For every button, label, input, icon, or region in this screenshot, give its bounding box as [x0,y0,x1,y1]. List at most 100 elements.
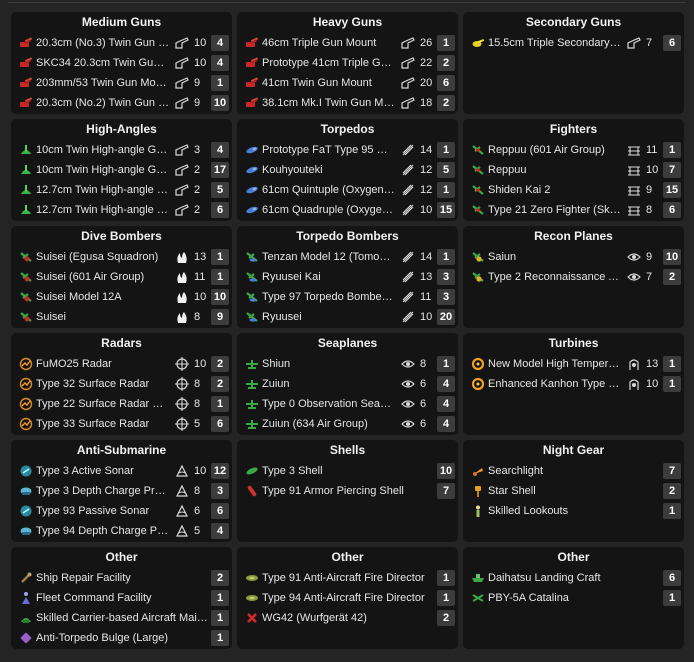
equipment-row[interactable]: 46cm Triple Gun Mount 26 1 [245,33,455,53]
equipment-row[interactable]: 61cm Quadruple (Oxygen) Torpedo Mount 10 1… [245,200,455,220]
equipment-row[interactable]: Star Shell 2 [471,481,681,501]
equipment-row[interactable]: Zuiun (634 Air Group) 6 4 [245,414,455,434]
count-badge: 7 [663,463,681,479]
torpedo-icon [245,203,259,217]
equipment-row[interactable]: 61cm Quintuple (Oxygen) Torpedo Mount 12 1 [245,180,455,200]
equipment-row[interactable]: Type 94 Anti-Aircraft Fire Director 1 [245,588,455,608]
equipment-row[interactable]: Reppuu 10 7 [471,160,681,180]
equipment-row[interactable]: Type 0 Observation Seaplane 6 4 [245,394,455,414]
dive-bomber-icon [19,270,33,284]
equipment-row[interactable]: Suisei (601 Air Group) 11 1 [19,267,229,287]
equipment-row[interactable]: Suisei 8 9 [19,307,229,327]
equipment-list: 46cm Triple Gun Mount 26 1 Prototype 41cm T… [237,31,458,113]
equipment-row[interactable]: Searchlight 7 [471,461,681,481]
equipment-row[interactable]: Type 32 Surface Radar 8 2 [19,374,229,394]
equipment-row[interactable]: Kouhyouteki 12 5 [245,160,455,180]
equipment-name: Searchlight [488,465,544,477]
equipment-name: PBY-5A Catalina [488,592,569,604]
equipment-row[interactable]: Tenzan Model 12 (Tomonaga Squadron) 14 1 [245,247,455,267]
dive-bomber-icon [19,250,33,264]
equipment-row[interactable]: Suisei (Egusa Squadron) 13 1 [19,247,229,267]
equipment-name: Prototype FaT Type 95 Oxygen Torpedo Kai [262,144,396,156]
count-badge: 3 [211,483,229,499]
equipment-row[interactable]: Prototype FaT Type 95 Oxygen Torpedo Kai… [245,140,455,160]
stat-value: 10 [420,311,433,323]
equipment-row[interactable]: Type 33 Surface Radar 5 6 [19,414,229,434]
aa-stat-icon [622,163,646,177]
aa-stat-icon [622,143,646,157]
equipment-name: Suisei (601 Air Group) [36,271,145,283]
equipment-row[interactable]: Type 3 Shell 10 [245,461,455,481]
equipment-row[interactable]: SKC34 20.3cm Twin Gun Mount 10 4 [19,53,229,73]
equipment-row[interactable]: Ship Repair Facility 2 [19,568,229,588]
equipment-row[interactable]: 38.1cm Mk.I Twin Gun Mount 18 2 [245,93,455,113]
count-badge: 1 [663,142,681,158]
equipment-name: 10cm Twin High-angle Gun Mount [36,144,170,156]
equipment-row[interactable]: Daihatsu Landing Craft 6 [471,568,681,588]
count-badge: 1 [211,610,229,626]
equipment-name: 12.7cm Twin High-angle Gun Mount [36,184,170,196]
equipment-row[interactable]: 20.3cm (No.2) Twin Gun Mount 9 10 [19,93,229,113]
flying-boat-icon [471,591,485,605]
equipment-row[interactable]: 15.5cm Triple Secondary Gun Mount 76 [471,33,681,53]
stat-value: 12 [420,164,433,176]
count-badge: 1 [437,570,455,586]
equipment-row[interactable]: 20.3cm (No.3) Twin Gun Mount 10 4 [19,33,229,53]
equipment-row[interactable]: WG42 (Wurfgerät 42) 2 [245,608,455,628]
panel-secondary-guns: Secondary Guns 15.5cm Triple Secondary Gu… [463,12,684,114]
panel-turbines: Turbines New Model High Temperature High … [463,333,684,435]
equipment-row[interactable]: 10cm Twin High-angle Gun Mount 34 [19,140,229,160]
equipment-row[interactable]: 203mm/53 Twin Gun Mount 9 1 [19,73,229,93]
equipment-row[interactable]: Type 91 Anti-Aircraft Fire Director 1 [245,568,455,588]
stat-value: 2 [194,204,201,216]
panel-title: Medium Guns [81,15,162,29]
count-badge: 2 [211,570,229,586]
equipment-row[interactable]: Saiun 9 10 [471,247,681,267]
equipment-row[interactable]: Type 93 Passive Sonar 6 6 [19,501,229,521]
equipment-row[interactable]: Type 91 Armor Piercing Shell 7 [245,481,455,501]
equipment-row[interactable]: Fleet Command Facility 1 [19,588,229,608]
panel-title: Night Gear [542,443,605,457]
stat-value: 9 [646,251,653,263]
equipment-row[interactable]: Type 3 Active Sonar 10 12 [19,461,229,481]
equipment-list: Shiun 8 1 Zuiun 6 4 Type 0 Observation Seaplan… [237,352,458,434]
equipment-row[interactable]: Enhanced Kanhon Type Boiler 10 1 [471,374,681,394]
equipment-row[interactable]: Shiun 8 1 [245,354,455,374]
count-badge: 1 [211,590,229,606]
equipment-row[interactable]: Zuiun 6 4 [245,374,455,394]
equipment-row[interactable]: Type 2 Reconnaissance Aircraft 72 [471,267,681,287]
equipment-row[interactable]: FuMO25 Radar 10 2 [19,354,229,374]
equipment-row[interactable]: 12.7cm Twin High-angle Gun Mount 25 [19,180,229,200]
equipment-name: 203mm/53 Twin Gun Mount [36,77,170,89]
equipment-row[interactable]: Type 3 Depth Charge Projector 83 [19,481,229,501]
equipment-row[interactable]: Skilled Lookouts 1 [471,501,681,521]
panel-torpedos: Torpedos Prototype FaT Type 95 Oxygen Tor… [237,119,458,221]
equipment-row[interactable]: Skilled Carrier-based Aircraft Maintenan… [19,608,229,628]
equipment-list: 20.3cm (No.3) Twin Gun Mount104SKC34 20.… [11,31,232,113]
equipment-row[interactable]: Suisei Model 12A 10 10 [19,287,229,307]
equipment-row[interactable]: 10cm Twin High-angle Gun Mount + AAFD 2 17 [19,160,229,180]
equipment-row[interactable]: Type 97 Torpedo Bomber (Tomonaga) 11 3 [245,287,455,307]
equipment-row[interactable]: New Model High Temperature High Pressure… [471,354,681,374]
asw-stat-icon [170,504,194,518]
equipment-row[interactable]: Reppuu (601 Air Group) 11 1 [471,140,681,160]
count-badge: 2 [437,95,455,111]
equipment-row[interactable]: 12.7cm Twin High-angle Gun Mount (Late M… [19,200,229,220]
equipment-row[interactable]: PBY-5A Catalina 1 [471,588,681,608]
equipment-row[interactable]: Ryuusei 10 20 [245,307,455,327]
panel-title: Secondary Guns [525,15,622,29]
equipment-row[interactable]: Ryuusei Kai 13 3 [245,267,455,287]
red-gun-icon [245,36,259,50]
equipment-row[interactable]: 41cm Twin Gun Mount 20 6 [245,73,455,93]
equipment-row[interactable]: Anti-Torpedo Bulge (Large) 1 [19,628,229,648]
panel-title: Fighters [549,122,598,136]
equipment-row[interactable]: Shiden Kai 2 9 15 [471,180,681,200]
count-badge: 6 [211,416,229,432]
equipment-row[interactable]: Prototype 41cm Triple Gun Mount222 [245,53,455,73]
equipment-row[interactable]: Type 94 Depth Charge Projector 54 [19,521,229,541]
panel-dive-bombers: Dive Bombers Suisei (Egusa Squadron) 13 1 Su… [11,226,232,328]
equipment-row[interactable]: Type 21 Zero Fighter (Skilled) 8 6 [471,200,681,220]
panel-title: Recon Planes [534,229,613,243]
stat-value: 8 [194,311,201,323]
